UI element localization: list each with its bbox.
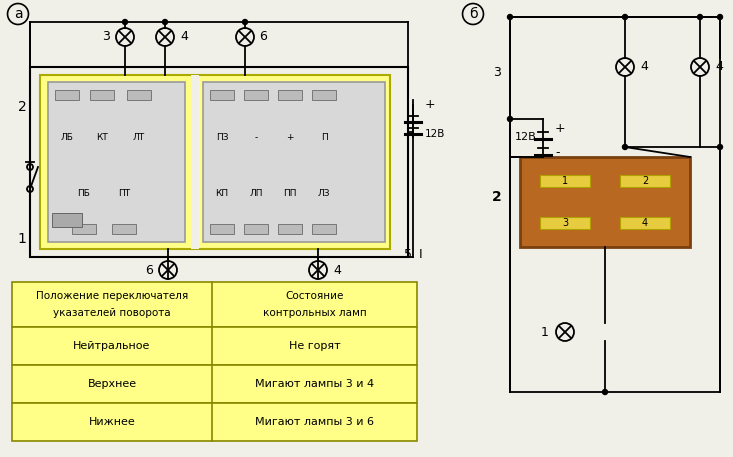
Circle shape — [622, 15, 627, 20]
Circle shape — [603, 389, 608, 394]
Bar — [520, 157, 690, 247]
Text: 3: 3 — [493, 65, 501, 79]
Bar — [210, 90, 234, 100]
Text: 3: 3 — [562, 218, 568, 228]
Bar — [55, 90, 79, 100]
Circle shape — [507, 15, 512, 20]
Text: -: - — [555, 147, 559, 159]
Bar — [12, 403, 417, 441]
Text: ПТ: ПТ — [118, 190, 130, 198]
Bar — [127, 90, 151, 100]
Text: 4: 4 — [180, 30, 188, 43]
Text: +: + — [555, 122, 566, 135]
Bar — [48, 82, 185, 242]
Bar — [30, 67, 408, 257]
Text: 5: 5 — [404, 248, 412, 260]
Text: контрольных ламп: контрольных ламп — [262, 308, 366, 318]
Text: 2: 2 — [642, 176, 648, 186]
Text: Состояние: Состояние — [285, 291, 344, 301]
Text: указателей поворота: указателей поворота — [54, 308, 171, 318]
Text: КТ: КТ — [96, 133, 108, 143]
Text: б: б — [468, 7, 477, 21]
Text: 2: 2 — [18, 100, 26, 114]
Bar — [112, 224, 136, 234]
Text: Положение переключателя: Положение переключателя — [36, 291, 188, 301]
Bar — [244, 224, 268, 234]
Text: а: а — [14, 7, 22, 21]
Text: Верхнее: Верхнее — [87, 379, 136, 389]
Text: КП: КП — [216, 190, 229, 198]
Text: Нейтральное: Нейтральное — [73, 341, 151, 351]
Bar — [12, 327, 417, 365]
Text: 6: 6 — [259, 30, 267, 43]
Text: 3: 3 — [102, 30, 110, 43]
Text: 1: 1 — [541, 325, 549, 339]
Circle shape — [507, 117, 512, 122]
Text: 4: 4 — [333, 264, 341, 276]
Bar — [620, 217, 670, 229]
Bar — [12, 282, 417, 327]
Text: ЛП: ЛП — [249, 190, 262, 198]
Text: +: + — [425, 99, 435, 112]
Bar — [540, 217, 590, 229]
Bar — [40, 75, 390, 249]
Text: I: I — [419, 248, 423, 260]
Text: +: + — [287, 133, 294, 143]
Circle shape — [243, 20, 248, 25]
Text: ПЗ: ПЗ — [216, 133, 228, 143]
Text: ПБ: ПБ — [78, 190, 90, 198]
Text: 1: 1 — [562, 176, 568, 186]
Bar — [90, 90, 114, 100]
Text: Не горят: Не горят — [289, 341, 340, 351]
Text: Мигают лампы 3 и 4: Мигают лампы 3 и 4 — [255, 379, 374, 389]
Bar — [52, 213, 82, 227]
Bar — [72, 224, 96, 234]
Bar — [244, 90, 268, 100]
Text: 4: 4 — [640, 60, 648, 74]
Bar — [278, 224, 302, 234]
Bar — [278, 90, 302, 100]
Bar — [312, 224, 336, 234]
Text: -: - — [254, 133, 257, 143]
Text: 2: 2 — [492, 190, 502, 204]
Text: 6: 6 — [145, 264, 153, 276]
Bar — [210, 224, 234, 234]
Bar — [12, 365, 417, 403]
Circle shape — [622, 144, 627, 149]
Text: Нижнее: Нижнее — [89, 417, 136, 427]
Circle shape — [163, 20, 168, 25]
Bar — [312, 90, 336, 100]
Text: 12В: 12В — [425, 129, 446, 139]
Text: Мигают лампы 3 и 6: Мигают лампы 3 и 6 — [255, 417, 374, 427]
Text: ПП: ПП — [283, 190, 297, 198]
Circle shape — [122, 20, 128, 25]
Text: П: П — [320, 133, 328, 143]
Text: 12В: 12В — [515, 132, 537, 142]
Bar — [540, 175, 590, 187]
Bar — [620, 175, 670, 187]
Circle shape — [698, 15, 702, 20]
Text: ЛТ: ЛТ — [133, 133, 145, 143]
Text: 1: 1 — [18, 232, 26, 246]
Text: ЛЗ: ЛЗ — [317, 190, 331, 198]
Bar — [191, 75, 199, 249]
Circle shape — [718, 15, 723, 20]
Text: 4: 4 — [642, 218, 648, 228]
Text: ЛБ: ЛБ — [61, 133, 73, 143]
Text: 4: 4 — [715, 60, 723, 74]
Bar — [203, 82, 385, 242]
Circle shape — [718, 144, 723, 149]
